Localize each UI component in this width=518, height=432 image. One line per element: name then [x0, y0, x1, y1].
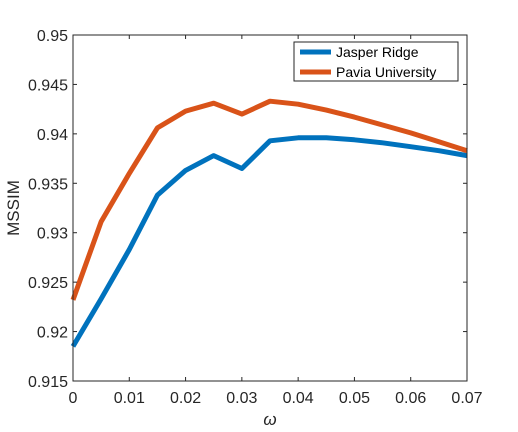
ticks-layer: 0 0.01 0.02 0.03 0.04 0.05 0.06 0.07 0.915 0.92 0.… — [28, 28, 483, 407]
x-tick-label: 0 — [69, 390, 78, 407]
x-tick-label: 0.07 — [451, 390, 482, 407]
y-tick-label: 0.94 — [37, 127, 68, 144]
y-tick-label: 0.925 — [28, 275, 68, 292]
x-tick-label: 0.02 — [170, 390, 201, 407]
y-tick-label: 0.935 — [28, 176, 68, 193]
plot-frame — [72, 34, 468, 382]
x-axis-label: ω — [263, 410, 276, 429]
y-tick-label: 0.93 — [37, 226, 68, 243]
y-tick-label: 0.945 — [28, 77, 68, 94]
x-tick-label: 0.04 — [283, 390, 314, 407]
x-tick-label: 0.05 — [339, 390, 370, 407]
legend: Jasper Ridge Pavia University — [293, 41, 459, 82]
series-line-jasper-ridge — [70, 135, 468, 348]
x-tick-label: 0.03 — [226, 390, 257, 407]
series-line-pavia-university — [70, 98, 468, 301]
x-tick-label: 0.06 — [395, 390, 426, 407]
y-tick-label: 0.95 — [37, 28, 68, 45]
y-tick-label: 0.915 — [28, 374, 68, 391]
y-axis-label: MSSIM — [4, 180, 23, 236]
y-tick-label: 0.92 — [37, 325, 68, 342]
x-tick-label: 0.01 — [114, 390, 145, 407]
legend-label-jasper-ridge: Jasper Ridge — [336, 44, 419, 60]
series-layer — [70, 98, 468, 348]
legend-label-pavia-university: Pavia University — [336, 64, 436, 80]
